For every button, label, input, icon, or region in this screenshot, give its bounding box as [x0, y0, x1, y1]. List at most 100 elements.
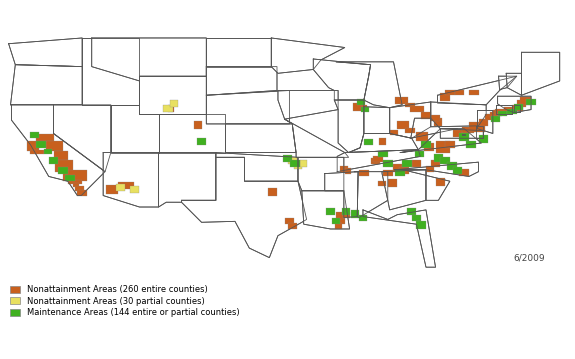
FancyBboxPatch shape	[520, 97, 531, 105]
FancyBboxPatch shape	[130, 186, 140, 193]
FancyBboxPatch shape	[407, 208, 416, 215]
FancyBboxPatch shape	[106, 185, 118, 194]
FancyBboxPatch shape	[49, 157, 58, 164]
Polygon shape	[9, 38, 82, 67]
Polygon shape	[364, 107, 390, 134]
FancyBboxPatch shape	[116, 184, 125, 191]
Polygon shape	[497, 96, 531, 112]
FancyBboxPatch shape	[36, 134, 53, 141]
Polygon shape	[103, 153, 159, 207]
FancyBboxPatch shape	[396, 170, 405, 177]
Polygon shape	[431, 102, 486, 127]
FancyBboxPatch shape	[431, 115, 440, 121]
FancyBboxPatch shape	[469, 89, 478, 95]
FancyBboxPatch shape	[359, 170, 369, 177]
FancyBboxPatch shape	[373, 157, 383, 162]
FancyBboxPatch shape	[342, 208, 350, 215]
FancyBboxPatch shape	[359, 215, 367, 222]
FancyBboxPatch shape	[337, 218, 345, 224]
FancyBboxPatch shape	[300, 160, 306, 167]
FancyBboxPatch shape	[494, 109, 507, 115]
FancyBboxPatch shape	[504, 107, 514, 112]
Polygon shape	[514, 105, 520, 112]
FancyBboxPatch shape	[405, 103, 415, 107]
Legend: Nonattainment Areas (260 entire counties), Nonattainment Areas (30 partial count: Nonattainment Areas (260 entire counties…	[10, 285, 239, 317]
Polygon shape	[182, 157, 306, 258]
Polygon shape	[53, 105, 111, 172]
FancyBboxPatch shape	[269, 188, 277, 196]
FancyBboxPatch shape	[170, 100, 178, 107]
FancyBboxPatch shape	[390, 130, 398, 135]
FancyBboxPatch shape	[63, 170, 87, 181]
FancyBboxPatch shape	[440, 93, 450, 101]
FancyBboxPatch shape	[410, 106, 424, 112]
FancyBboxPatch shape	[478, 135, 488, 143]
Polygon shape	[337, 150, 420, 172]
FancyBboxPatch shape	[455, 90, 464, 95]
FancyBboxPatch shape	[168, 105, 174, 112]
Polygon shape	[345, 134, 419, 153]
FancyBboxPatch shape	[388, 179, 397, 187]
FancyBboxPatch shape	[345, 168, 351, 174]
Polygon shape	[336, 62, 402, 108]
FancyBboxPatch shape	[285, 218, 294, 224]
Polygon shape	[382, 170, 426, 210]
FancyBboxPatch shape	[27, 141, 39, 151]
FancyBboxPatch shape	[379, 138, 386, 145]
Polygon shape	[499, 76, 517, 89]
FancyBboxPatch shape	[453, 130, 466, 137]
FancyBboxPatch shape	[332, 218, 340, 224]
FancyBboxPatch shape	[396, 97, 408, 104]
FancyBboxPatch shape	[30, 131, 39, 138]
FancyBboxPatch shape	[55, 160, 72, 172]
FancyBboxPatch shape	[340, 166, 348, 172]
FancyBboxPatch shape	[197, 138, 206, 145]
FancyBboxPatch shape	[78, 190, 87, 196]
Polygon shape	[496, 105, 512, 115]
FancyBboxPatch shape	[435, 141, 450, 153]
FancyBboxPatch shape	[466, 141, 476, 148]
Polygon shape	[462, 134, 465, 135]
FancyBboxPatch shape	[416, 222, 426, 229]
Polygon shape	[111, 105, 159, 153]
Polygon shape	[522, 52, 559, 95]
FancyBboxPatch shape	[118, 182, 134, 189]
Polygon shape	[216, 153, 298, 181]
FancyBboxPatch shape	[461, 134, 469, 139]
Polygon shape	[82, 38, 140, 105]
Text: 6/2009: 6/2009	[513, 253, 545, 262]
FancyBboxPatch shape	[490, 112, 497, 118]
Polygon shape	[440, 129, 484, 138]
FancyBboxPatch shape	[431, 160, 440, 167]
FancyBboxPatch shape	[378, 151, 388, 157]
FancyBboxPatch shape	[405, 128, 415, 134]
FancyBboxPatch shape	[383, 160, 393, 167]
FancyBboxPatch shape	[364, 139, 373, 145]
FancyBboxPatch shape	[507, 109, 517, 115]
Polygon shape	[10, 65, 82, 105]
FancyBboxPatch shape	[290, 160, 300, 167]
FancyBboxPatch shape	[288, 157, 297, 164]
FancyBboxPatch shape	[75, 186, 84, 191]
Polygon shape	[91, 38, 206, 81]
FancyBboxPatch shape	[462, 127, 474, 134]
FancyBboxPatch shape	[434, 118, 442, 126]
FancyBboxPatch shape	[65, 176, 75, 181]
Polygon shape	[298, 157, 344, 191]
FancyBboxPatch shape	[434, 154, 443, 162]
FancyBboxPatch shape	[44, 149, 52, 154]
Polygon shape	[225, 124, 296, 153]
Polygon shape	[140, 76, 206, 115]
FancyBboxPatch shape	[421, 141, 431, 148]
Polygon shape	[159, 153, 216, 207]
FancyBboxPatch shape	[354, 103, 364, 111]
Polygon shape	[325, 172, 358, 218]
FancyBboxPatch shape	[412, 215, 421, 222]
FancyBboxPatch shape	[294, 162, 302, 169]
Polygon shape	[12, 105, 105, 196]
Polygon shape	[206, 90, 289, 124]
FancyBboxPatch shape	[453, 167, 462, 174]
Polygon shape	[285, 119, 348, 157]
FancyBboxPatch shape	[283, 155, 292, 162]
Polygon shape	[478, 111, 493, 134]
